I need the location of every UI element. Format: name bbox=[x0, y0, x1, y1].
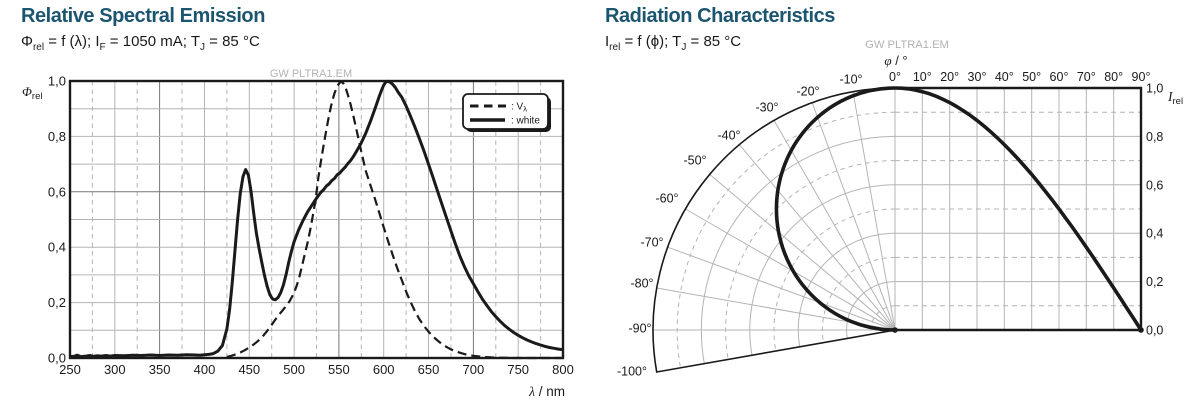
svg-text:GW PLTRA1.EM: GW PLTRA1.EM bbox=[865, 39, 949, 51]
svg-text:250: 250 bbox=[59, 362, 81, 377]
svg-text:1,0: 1,0 bbox=[1146, 82, 1163, 96]
svg-text:300: 300 bbox=[104, 362, 126, 377]
svg-text:350: 350 bbox=[149, 362, 171, 377]
svg-text:-70°: -70° bbox=[640, 236, 663, 250]
svg-text:-90°: -90° bbox=[628, 322, 651, 336]
svg-text:650: 650 bbox=[418, 362, 440, 377]
svg-text:80°: 80° bbox=[1104, 70, 1123, 84]
svg-text:1,0: 1,0 bbox=[48, 74, 66, 89]
svg-text:φ / °: φ / ° bbox=[884, 53, 907, 68]
svg-text:400: 400 bbox=[194, 362, 216, 377]
svg-text:-100°: -100° bbox=[617, 365, 647, 379]
svg-text:-20°: -20° bbox=[796, 85, 819, 99]
svg-text:0,8: 0,8 bbox=[48, 129, 66, 144]
svg-text:λ / nm: λ / nm bbox=[528, 384, 565, 399]
svg-text:550: 550 bbox=[328, 362, 350, 377]
svg-text:600: 600 bbox=[373, 362, 395, 377]
svg-text:0,4: 0,4 bbox=[48, 240, 66, 255]
svg-text:0,0: 0,0 bbox=[1146, 324, 1163, 338]
svg-text:50°: 50° bbox=[1022, 70, 1041, 84]
svg-text:90°: 90° bbox=[1132, 70, 1151, 84]
svg-text:0°: 0° bbox=[889, 70, 901, 84]
svg-text:20°: 20° bbox=[940, 70, 959, 84]
svg-text:450: 450 bbox=[238, 362, 260, 377]
svg-text:0,8: 0,8 bbox=[1146, 130, 1163, 144]
svg-text:-10°: -10° bbox=[839, 73, 862, 87]
svg-text:GW PLTRA1.EM: GW PLTRA1.EM bbox=[270, 68, 352, 80]
svg-text:500: 500 bbox=[283, 362, 305, 377]
svg-text:: white: : white bbox=[511, 116, 540, 127]
svg-text:Φrel: Φrel bbox=[22, 84, 42, 102]
svg-text:70°: 70° bbox=[1077, 70, 1096, 84]
svg-text:Irel: Irel bbox=[1167, 89, 1183, 107]
svg-text:750: 750 bbox=[507, 362, 529, 377]
svg-text:-40°: -40° bbox=[717, 129, 740, 143]
svg-text:-60°: -60° bbox=[655, 192, 678, 206]
svg-text:: Vλ: : Vλ bbox=[511, 102, 527, 114]
svg-text:0,2: 0,2 bbox=[48, 295, 66, 310]
svg-text:0,0: 0,0 bbox=[48, 351, 66, 366]
svg-text:-80°: -80° bbox=[630, 277, 653, 291]
svg-text:30°: 30° bbox=[968, 70, 987, 84]
svg-text:0,2: 0,2 bbox=[1146, 275, 1163, 289]
svg-text:-50°: -50° bbox=[683, 154, 706, 168]
svg-text:40°: 40° bbox=[995, 70, 1014, 84]
svg-text:0,4: 0,4 bbox=[1146, 227, 1163, 241]
svg-text:700: 700 bbox=[463, 362, 485, 377]
svg-text:0,6: 0,6 bbox=[1146, 178, 1163, 192]
svg-text:10°: 10° bbox=[913, 70, 932, 84]
svg-text:0,6: 0,6 bbox=[48, 184, 66, 199]
svg-text:60°: 60° bbox=[1050, 70, 1069, 84]
svg-text:800: 800 bbox=[552, 362, 574, 377]
svg-text:-30°: -30° bbox=[755, 101, 778, 115]
